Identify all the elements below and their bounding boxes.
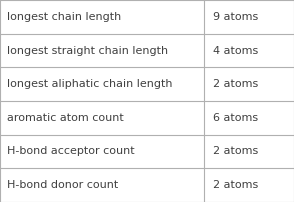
Text: 2 atoms: 2 atoms [213,79,258,89]
Text: aromatic atom count: aromatic atom count [7,113,124,123]
Text: 9 atoms: 9 atoms [213,12,258,22]
Text: 4 atoms: 4 atoms [213,45,258,56]
Text: H-bond acceptor count: H-bond acceptor count [7,146,135,157]
Text: 2 atoms: 2 atoms [213,180,258,190]
Text: longest chain length: longest chain length [7,12,122,22]
Text: longest straight chain length: longest straight chain length [7,45,168,56]
Text: longest aliphatic chain length: longest aliphatic chain length [7,79,173,89]
Text: 2 atoms: 2 atoms [213,146,258,157]
Text: H-bond donor count: H-bond donor count [7,180,118,190]
Text: 6 atoms: 6 atoms [213,113,258,123]
